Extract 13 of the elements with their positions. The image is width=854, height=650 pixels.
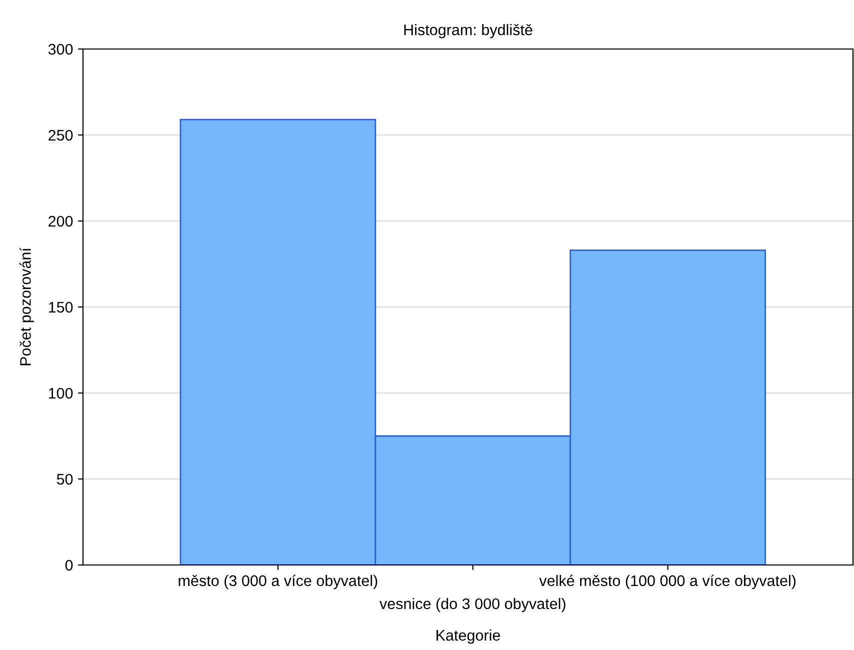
y-tick-label: 50 (56, 474, 73, 485)
y-axis-title: Počet pozorování (19, 248, 34, 366)
x-tick-label: město (3 000 a více obyvatel) (178, 574, 378, 590)
x-axis-title: Kategorie (436, 630, 500, 644)
y-tick-label: 250 (48, 130, 73, 141)
y-tick-label: 200 (48, 216, 73, 227)
y-tick-label: 0 (65, 560, 73, 571)
chart-title: Histogram: bydliště (404, 24, 532, 38)
y-tick-label: 150 (48, 302, 73, 313)
x-tick-label: vesnice (do 3 000 obyvatel) (380, 598, 566, 612)
y-tick-label: 100 (48, 388, 73, 399)
y-tick-label: 300 (48, 44, 73, 55)
x-tick-label: velké město (100 000 a více obyvatel) (539, 574, 796, 590)
